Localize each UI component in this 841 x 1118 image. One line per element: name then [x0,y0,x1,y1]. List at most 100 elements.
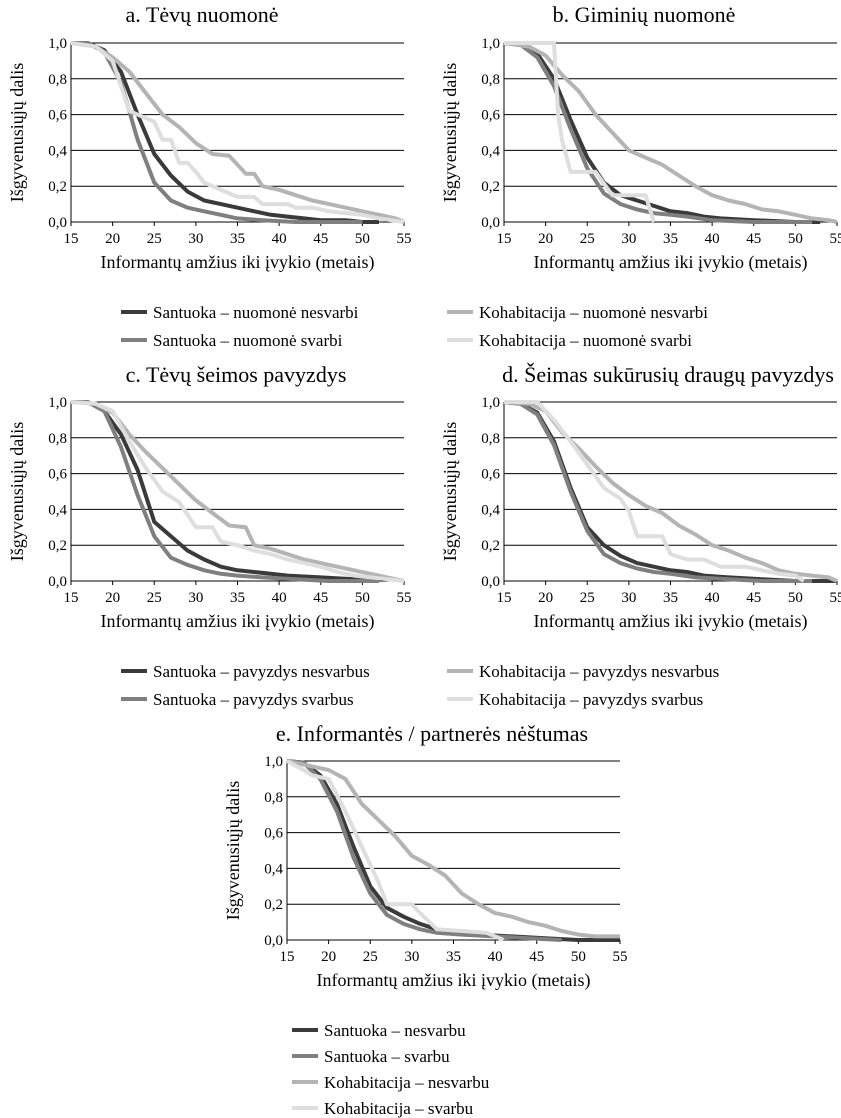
x-tick-label: 40 [272,231,287,247]
series-line-1 [286,759,620,942]
series-line-4 [286,759,505,942]
legend-label: Kohabitacija – nesvarbu [324,1073,490,1092]
series-line-3 [70,400,405,583]
legend-item: Santuoka – pavyzdys svarbus [121,690,354,709]
x-tick-label: 15 [497,231,512,247]
legend-item: Kohabitacija – nuomonė nesvarbi [447,303,708,322]
x-tick-label: 20 [105,590,120,606]
series-line-4 [504,41,656,223]
x-tick-label: 25 [147,231,162,247]
x-tick-label: 50 [788,590,803,606]
y-tick-label: 0,0 [48,574,67,590]
y-tick-label: 0,4 [481,143,500,159]
x-tick-label: 25 [580,590,595,606]
x-axis-label: Informantų amžius iki įvykio (metais) [101,252,375,273]
y-tick-label: 0,4 [48,143,67,159]
y-axis-label: Išgyvenusiųjų dalis [7,63,27,203]
legend-ab: Santuoka – nuomonė nesvarbi Santuoka – nu… [121,303,708,350]
y-tick-label: 0,8 [481,431,500,447]
y-tick-label: 0,6 [48,467,67,483]
x-tick-label: 35 [230,231,245,247]
x-axis-label: Informantų amžius iki įvykio (metais) [317,970,591,991]
x-tick-label: 45 [746,231,761,247]
x-tick-label: 30 [404,949,419,965]
y-tick-label: 0,0 [481,574,500,590]
y-axis-label: Išgyvenusiųjų dalis [223,781,243,921]
x-tick-label: 50 [788,231,803,247]
y-tick-label: 0,6 [48,108,67,124]
legend-item: Santuoka – svarbu [292,1047,450,1066]
x-axis-label: Informantų amžius iki įvykio (metais) [534,611,808,632]
series-line-2 [503,400,812,583]
chart-panel-e: e. Informantės / partnerės nėštumas 0,0 0,… [223,721,628,991]
x-tick-label: 40 [272,590,287,606]
chart-title: c. Tėvų šeimos pavyzdys [126,362,347,387]
x-tick-label: 50 [355,590,370,606]
x-tick-label: 55 [830,590,841,606]
y-tick-label: 0,2 [481,538,500,554]
series-line-2 [71,400,379,583]
y-tick-label: 0,6 [264,826,283,842]
x-tick-label: 15 [64,590,79,606]
x-tick-label: 45 [529,949,544,965]
x-tick-label: 55 [613,949,628,965]
y-tick-label: 0,4 [481,502,500,518]
y-tick-label: 0,6 [481,108,500,124]
x-tick-label: 25 [147,590,162,606]
y-tick-label: 0,2 [481,179,500,195]
legend-item: Kohabitacija – pavyzdys svarbus [447,690,703,709]
x-tick-label: 40 [488,949,503,965]
x-tick-label: 15 [64,231,79,247]
legend-item: Kohabitacija – nuomonė svarbi [447,331,692,350]
x-tick-label: 35 [230,590,245,606]
legend-label: Kohabitacija – pavyzdys nesvarbus [479,662,719,681]
x-tick-label: 45 [313,590,328,606]
legend-label: Santuoka – nuomonė svarbi [153,331,343,350]
x-tick-label: 20 [105,231,120,247]
x-tick-label: 30 [621,590,636,606]
legend-item: Santuoka – nuomonė svarbi [121,331,343,350]
y-tick-label: 1,0 [481,36,500,52]
y-tick-label: 1,0 [48,395,67,411]
x-tick-label: 15 [497,590,512,606]
y-axis-label: Išgyvenusiųjų dalis [440,63,460,203]
y-tick-label: 0,2 [48,538,67,554]
x-axis-label: Informantų amžius iki įvykio (metais) [101,611,375,632]
chart-title: e. Informantės / partnerės nėštumas [276,721,588,746]
series-line-2 [503,41,812,224]
legend-label: Kohabitacija – nuomonė nesvarbi [479,303,708,322]
chart-panel-a: a. Tėvų nuomonė 0,0 0,2 0,4 0,6 0,8 1,0 15 20 25 3… [7,2,412,273]
x-tick-label: 30 [188,590,203,606]
legend-item: Santuoka – pavyzdys nesvarbus [121,662,370,681]
x-tick-label: 55 [397,231,412,247]
x-tick-label: 45 [746,590,761,606]
y-axis-label: Išgyvenusiųjų dalis [440,422,460,562]
y-tick-label: 0,8 [264,790,283,806]
series-line-3 [70,41,405,224]
series-line-1 [71,400,380,583]
chart-panel-b: b. Giminių nuomonė 0,0 0,2 0,4 0,6 0,8 1,0 15 20… [440,2,841,273]
legend-label: Santuoka – nesvarbu [324,1021,466,1040]
x-tick-label: 25 [580,231,595,247]
chart-title: b. Giminių nuomonė [553,2,736,27]
y-tick-label: 0,2 [264,897,283,913]
y-axis-label: Išgyvenusiųjų dalis [7,422,27,562]
series-line-4 [70,400,405,583]
y-tick-label: 0,8 [48,72,67,88]
chart-title: d. Šeimas sukūrusių draugų pavyzdys [502,362,834,387]
series-line-1 [503,41,821,224]
chart-panel-c: c. Tėvų šeimos pavyzdys 0,0 0,2 0,4 0,6 0,8 1,… [7,362,412,632]
legend-label: Kohabitacija – svarbu [324,1099,474,1118]
x-tick-label: 35 [663,590,678,606]
legend-cd: Santuoka – pavyzdys nesvarbus Santuoka – … [121,662,719,709]
x-tick-label: 35 [663,231,678,247]
y-tick-label: 0,4 [48,502,67,518]
legend-label: Kohabitacija – nuomonė svarbi [479,331,692,350]
x-tick-label: 50 [355,231,370,247]
x-tick-label: 55 [830,231,841,247]
x-tick-label: 30 [188,231,203,247]
legend-item: Santuoka – nuomonė nesvarbi [121,303,359,322]
legend-item: Kohabitacija – nesvarbu [292,1073,490,1092]
series-line-4 [70,41,405,224]
